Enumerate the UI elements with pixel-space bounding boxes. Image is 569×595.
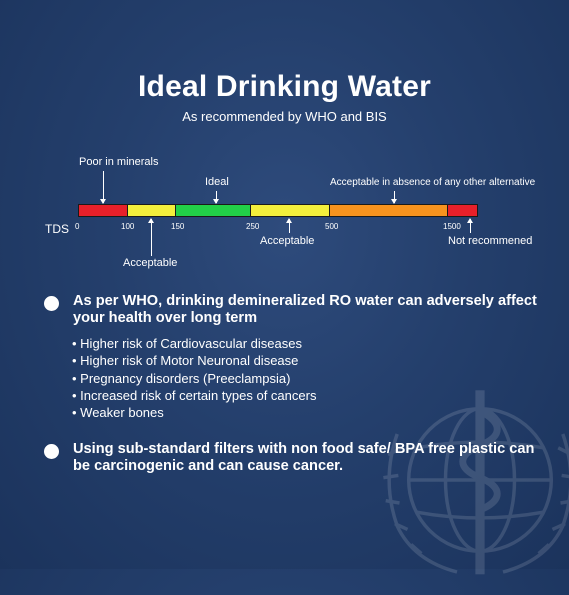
- tick-label-100: 100: [121, 222, 135, 231]
- bullet-dot: [44, 444, 59, 459]
- arrow-poor: [100, 171, 106, 204]
- arrow-not-recommended: [467, 218, 473, 233]
- label-ideal: Ideal: [205, 176, 229, 188]
- tick-label-1500: 1500: [443, 222, 461, 231]
- page-title: Ideal Drinking Water: [138, 70, 431, 103]
- tick-label-150: 150: [171, 222, 185, 231]
- tds-segment-0-100: [79, 205, 128, 216]
- arrow-acceptable-high: [286, 218, 292, 233]
- arrow-acceptable-alternative: [391, 191, 397, 204]
- list-item: Pregnancy disorders (Preeclampsia): [72, 370, 316, 387]
- bullet-dot: [44, 296, 59, 311]
- label-not-recommended: Not recommened: [448, 235, 533, 247]
- tds-segment-500-1500: [329, 205, 448, 216]
- page-subtitle: As recommended by WHO and BIS: [182, 109, 387, 124]
- label-acceptable-alternative: Acceptable in absence of any other alter…: [330, 177, 536, 188]
- point-demineralized-water: As per WHO, drinking demineralized RO wa…: [44, 293, 543, 327]
- tds-segment-250-500: [250, 205, 330, 216]
- tick-label-500: 500: [325, 222, 339, 231]
- tds-bar: [78, 204, 478, 217]
- label-acceptable-high: Acceptable: [260, 235, 315, 247]
- list-item: Increased risk of certain types of cance…: [72, 387, 316, 404]
- who-emblem-icon: [383, 390, 569, 575]
- health-risk-list: Higher risk of Cardiovascular diseases H…: [72, 335, 316, 421]
- point-substandard-filters: Using sub-standard filters with non food…: [44, 441, 543, 475]
- tds-segment-100-150: [127, 205, 177, 216]
- list-item: Higher risk of Cardiovascular diseases: [72, 335, 316, 352]
- arrow-ideal: [213, 191, 219, 204]
- tds-segment-1500-plus: [447, 205, 477, 216]
- point-text: Using sub-standard filters with non food…: [73, 441, 535, 474]
- point-text: As per WHO, drinking demineralized RO wa…: [73, 293, 537, 326]
- tick-label-250: 250: [246, 222, 260, 231]
- tds-segment-150-250: [176, 205, 251, 216]
- list-item: Weaker bones: [72, 404, 316, 421]
- tds-axis-label: TDS: [45, 222, 69, 236]
- label-poor-in-minerals: Poor in minerals: [79, 156, 159, 168]
- tick-label-0: 0: [75, 222, 80, 231]
- list-item: Higher risk of Motor Neuronal disease: [72, 352, 316, 369]
- arrow-acceptable-low: [148, 218, 154, 256]
- label-acceptable-low: Acceptable: [123, 257, 178, 269]
